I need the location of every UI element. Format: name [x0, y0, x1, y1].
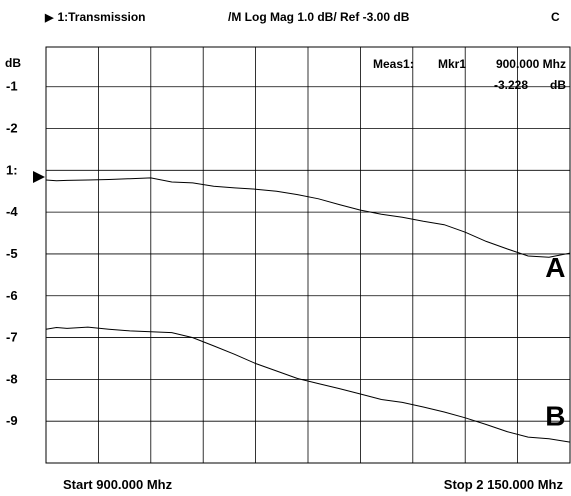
y-tick-label: 1: — [6, 162, 18, 177]
channel-title-text: 1:Transmission — [57, 10, 146, 24]
play-triangle-icon: ▶ — [45, 12, 54, 24]
trace-line-a — [45, 177, 571, 258]
y-tick-label: -1 — [6, 79, 18, 94]
start-frequency-label: Start 900.000 Mhz — [63, 477, 173, 492]
format-title: /M Log Mag 1.0 dB/ Ref -3.00 dB — [228, 10, 410, 24]
marker-label: Meas1: — [373, 57, 414, 71]
stop-frequency-label: Stop 2 150.000 Mhz — [444, 477, 564, 492]
y-axis-unit-label: dB — [5, 56, 21, 70]
trace-labels: AB — [545, 252, 565, 431]
marker-frequency: 900.000 Mhz — [496, 57, 566, 71]
trace-label-a: A — [545, 252, 565, 283]
plot-border — [45, 46, 571, 464]
y-tick-label: -6 — [6, 288, 18, 303]
trace-line-b — [45, 326, 571, 443]
channel-title[interactable]: ▶ 1:Transmission — [45, 10, 146, 24]
reference-position-arrow-icon — [33, 171, 45, 183]
trace-lines — [45, 177, 571, 443]
y-tick-label: -2 — [6, 121, 18, 136]
status-indicator: C — [551, 10, 560, 24]
marker-name: Mkr1 — [438, 57, 466, 71]
trace-label-b: B — [545, 400, 565, 431]
y-tick-label: -9 — [6, 413, 18, 428]
y-tick-label: -7 — [6, 330, 18, 345]
y-tick-label: -8 — [6, 371, 18, 386]
marker-unit: dB — [550, 78, 566, 92]
chart-grid — [46, 47, 570, 463]
marker-value: -3.228 — [494, 78, 528, 92]
y-tick-label: -5 — [6, 246, 18, 261]
y-tick-labels: -1 -2 1: -4 -5 -6 -7 -8 -9 — [6, 79, 18, 428]
y-tick-label: -4 — [6, 204, 18, 219]
